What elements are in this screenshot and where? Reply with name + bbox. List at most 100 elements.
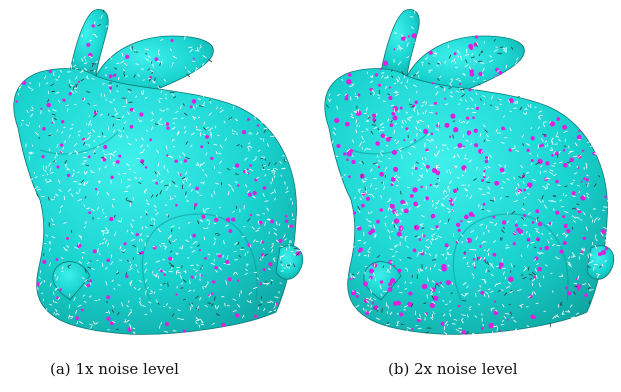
normal-glyph [500,237,502,241]
normal-glyph [123,73,126,77]
normal-glyph [399,258,402,262]
normal-glyph [138,118,140,122]
normal-glyph [152,63,154,68]
normal-glyph [232,105,235,110]
highlight-point [473,266,477,269]
normal-glyph [428,62,431,65]
normal-glyph [122,68,126,72]
normal-glyph [415,90,418,94]
highlight-point [368,268,375,274]
normal-glyph [104,66,108,69]
highlight-point [237,279,240,282]
highlight-point [559,249,564,254]
normal-glyph [429,138,433,143]
normal-glyph [463,293,468,297]
normal-glyph [352,245,355,249]
normal-glyph [181,176,186,180]
normal-glyph [269,300,274,303]
highlight-point [392,106,399,112]
highlight-point [453,127,459,133]
highlight-point [55,258,59,262]
normal-glyph [247,218,251,222]
caption-label: (b) [388,360,410,378]
normal-glyph [129,281,132,286]
normal-glyph [568,263,572,268]
normal-glyph [73,181,78,183]
normal-glyph [367,251,371,253]
normal-glyph [59,205,64,209]
normal-glyph [564,194,568,197]
normal-glyph [544,140,548,143]
normal-glyph [171,138,174,142]
normal-glyph [480,206,482,209]
normal-glyph [459,99,463,101]
normal-glyph [378,160,383,163]
normal-glyph [388,236,391,240]
normal-glyph [537,144,540,149]
normal-glyph [521,175,525,179]
highlight-point [217,253,222,258]
normal-glyph [567,256,571,260]
normal-glyph [138,182,142,185]
normal-glyph [148,78,152,82]
normal-glyph [114,107,117,113]
normal-glyph [70,317,73,320]
bunny-mesh [13,9,304,335]
normal-glyph [119,259,123,261]
normal-glyph [218,266,222,271]
highlight-point [390,176,396,182]
normal-glyph [91,63,96,65]
normal-glyph [329,99,332,102]
highlight-point [342,152,347,156]
normal-glyph [81,162,86,165]
normal-glyph [484,280,486,284]
normal-glyph [370,80,374,84]
normal-glyph [135,138,138,142]
normal-glyph [586,174,589,177]
normal-glyph [84,195,87,199]
normal-glyph [431,295,434,300]
highlight-point [411,33,417,39]
normal-glyph [111,279,115,283]
normal-glyph [47,196,50,201]
normal-glyph [509,290,514,294]
normal-glyph [248,131,252,135]
highlight-point [472,116,475,119]
normal-glyph [247,251,249,254]
normal-glyph [364,148,367,151]
normal-glyph [97,24,102,27]
normal-glyph [531,291,534,296]
normal-glyph [161,60,163,65]
normal-glyph [170,225,175,228]
normal-glyph [155,212,159,216]
normal-glyph [138,300,141,303]
normal-glyph [567,262,572,266]
normal-glyph [246,146,250,148]
normal-glyph [431,199,434,203]
normal-glyph [66,245,70,248]
normal-glyph [374,234,377,237]
normal-glyph [585,192,590,196]
normal-glyph [131,219,135,222]
normal-glyph [284,238,287,241]
normal-glyph [496,325,498,328]
normal-glyph [202,62,205,66]
normal-glyph [483,241,487,243]
highlight-point [106,295,111,300]
normal-glyph [144,226,148,229]
normal-glyph [225,280,227,285]
normal-glyph [63,126,66,128]
normal-glyph [185,141,189,145]
normal-glyph [452,134,454,139]
normal-glyph [264,200,269,202]
highlight-point [123,242,127,246]
highlight-point [433,295,439,301]
normal-glyph [112,320,116,323]
highlight-point [450,113,456,119]
normal-glyph [55,312,59,316]
highlight-point [393,218,400,224]
normal-glyph [181,152,186,156]
normal-glyph [241,235,245,238]
normal-glyph [460,293,465,297]
normal-glyph [142,305,146,307]
